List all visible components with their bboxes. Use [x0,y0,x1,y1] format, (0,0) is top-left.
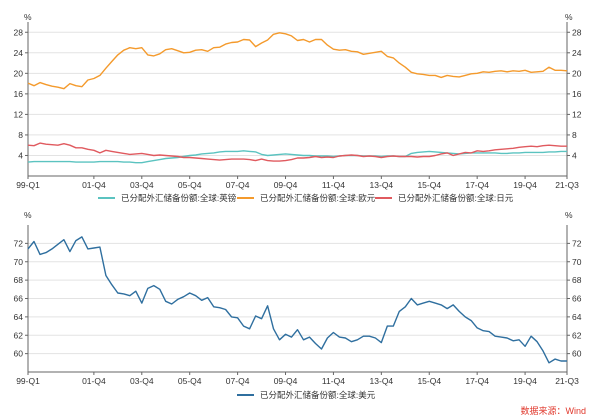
x-tick-label: 07-Q4 [226,376,250,386]
y-tick-label-right: 66 [572,294,582,304]
y-tick-label-left: 62 [14,330,24,340]
y-axis-unit-left: % [24,210,32,220]
y-tick-label-left: 66 [14,294,24,304]
x-tick-label: 15-Q4 [417,376,441,386]
y-tick-label-right: 28 [572,27,582,37]
y-tick-label-left: 12 [14,109,24,119]
x-tick-label: 99-Q1 [16,180,40,190]
x-tick-label: 01-Q4 [82,180,106,190]
x-tick-label: 17-Q4 [465,376,489,386]
legend-item-2: 已分配外汇储备份额:全球:欧元 [237,193,376,203]
legend-label: 已分配外汇储备份额:全球:美元 [260,390,376,400]
x-tick-label: 07-Q4 [226,180,250,190]
x-tick-label: 15-Q4 [417,180,441,190]
x-tick-label: 01-Q4 [82,376,106,386]
x-tick-label: 19-Q4 [513,180,537,190]
x-tick-label: 13-Q4 [370,180,394,190]
y-tick-label-right: 72 [572,238,582,248]
y-tick-label-right: 24 [572,48,582,58]
legend-label: 已分配外汇储备份额:全球:欧元 [260,193,376,203]
series-line-1 [27,236,567,364]
x-tick-label: 11-Q4 [322,180,345,190]
chart-2: % % 60 60 62 62 64 64 66 66 68 68 70 70 72 72 99-Q1 01-Q4… [14,210,582,400]
series-line-3 [27,142,567,162]
y-tick-label-right: 20 [572,68,582,78]
y-tick-label-left: 4 [18,150,23,160]
series-line-1 [27,150,567,164]
x-tick-label: 05-Q4 [178,180,202,190]
y-tick-label-left: 68 [14,275,24,285]
y-tick-label-left: 70 [14,257,24,267]
legend-label: 已分配外汇储备份额:全球:日元 [398,193,514,203]
y-tick-label-right: 4 [572,150,577,160]
y-tick-label-right: 12 [572,109,582,119]
y-axis-unit-right: % [565,210,573,220]
legend-item-1: 已分配外汇储备份额:全球:英镑 [98,193,237,203]
legend-item-1: 已分配外汇储备份额:全球:美元 [237,390,376,400]
y-tick-label-right: 8 [572,130,577,140]
y-tick-label-left: 24 [14,48,24,58]
x-tick-label: 19-Q4 [513,376,537,386]
y-tick-label-right: 68 [572,275,582,285]
x-tick-label: 11-Q4 [322,376,345,386]
y-tick-label-left: 64 [14,312,24,322]
y-tick-label-left: 28 [14,27,24,37]
y-tick-label-right: 16 [572,89,582,99]
x-tick-label: 03-Q4 [130,180,154,190]
y-axis-unit-left: % [24,12,32,22]
series-line-2 [27,32,568,90]
charts-root: % % 4 4 8 8 12 12 16 16 20 20 24 24 28 28 99-Q1 01-Q4 03-Q… [14,12,582,400]
x-tick-label: 99-Q1 [16,376,40,386]
x-tick-label: 09-Q4 [274,376,298,386]
x-tick-label: 21-Q3 [555,180,579,190]
y-tick-label-left: 72 [14,238,24,248]
y-tick-label-right: 70 [572,257,582,267]
y-tick-label-right: 62 [572,330,582,340]
x-tick-label: 21-Q3 [555,376,579,386]
x-tick-label: 17-Q4 [465,180,489,190]
y-axis-unit-right: % [565,12,573,22]
x-tick-label: 05-Q4 [178,376,202,386]
y-tick-label-right: 60 [572,349,582,359]
x-tick-label: 13-Q4 [370,376,394,386]
source-label: 数据来源：Wind [520,405,586,416]
legend-label: 已分配外汇储备份额:全球:英镑 [121,193,237,203]
chart-1: % % 4 4 8 8 12 12 16 16 20 20 24 24 28 28 99-Q1 01-Q4 03-Q… [14,12,582,203]
y-tick-label-left: 16 [14,89,24,99]
x-tick-label: 09-Q4 [274,180,298,190]
y-tick-label-left: 20 [14,68,24,78]
x-tick-label: 03-Q4 [130,376,154,386]
y-tick-label-left: 60 [14,349,24,359]
legend-item-3: 已分配外汇储备份额:全球:日元 [375,193,514,203]
y-tick-label-right: 64 [572,312,582,322]
y-tick-label-left: 8 [18,130,23,140]
